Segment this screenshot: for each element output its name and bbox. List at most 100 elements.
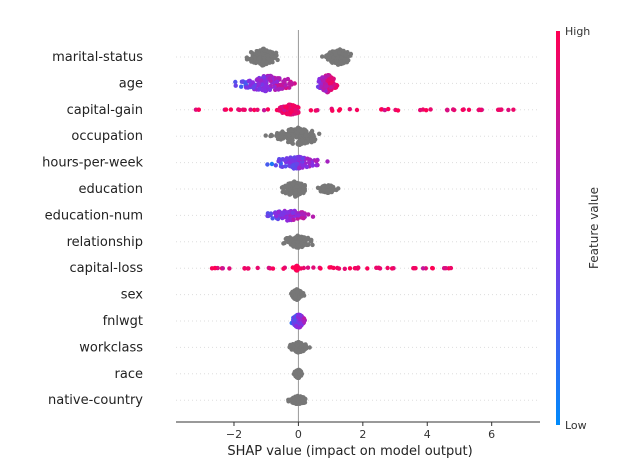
shap-point xyxy=(255,60,260,65)
shap-point xyxy=(356,265,361,270)
shap-point xyxy=(314,163,319,168)
shap-point xyxy=(266,265,271,271)
shap-point xyxy=(280,212,285,217)
shap-point xyxy=(389,266,395,271)
shap-point xyxy=(325,52,331,57)
shap-point xyxy=(336,108,342,113)
shap-point xyxy=(331,265,336,271)
shap-point xyxy=(338,55,344,60)
shap-point xyxy=(290,158,295,164)
data-points xyxy=(193,46,516,406)
shap-point xyxy=(273,50,279,55)
shap-point xyxy=(310,242,315,248)
shap-point xyxy=(248,83,253,88)
shap-point xyxy=(395,108,401,113)
shap-point xyxy=(227,266,232,271)
shap-point xyxy=(450,107,456,112)
shap-point xyxy=(269,53,274,58)
shap-point xyxy=(276,209,281,215)
shap-point xyxy=(281,188,286,193)
shap-point xyxy=(283,183,288,188)
shap-point xyxy=(256,81,262,87)
feature-label: sex xyxy=(121,288,144,303)
shap-point xyxy=(321,187,326,192)
shap-point xyxy=(316,79,321,84)
shap-point xyxy=(301,185,306,191)
shap-point xyxy=(291,134,296,139)
shap-point xyxy=(223,107,229,112)
shap-point xyxy=(242,107,247,113)
shap-point xyxy=(302,242,307,247)
shap-point xyxy=(285,111,291,117)
shap-point xyxy=(293,190,298,196)
shap-point xyxy=(348,51,354,57)
shap-point xyxy=(343,52,348,57)
shap-point xyxy=(293,235,298,241)
x-tick-label: 4 xyxy=(424,428,431,441)
feature-label: age xyxy=(119,76,143,91)
feature-label: native-country xyxy=(48,393,143,408)
shap-point xyxy=(282,157,288,163)
shap-point xyxy=(273,55,278,60)
shap-point xyxy=(337,50,342,55)
shap-point xyxy=(330,108,335,113)
shap-point xyxy=(280,129,285,134)
shap-point xyxy=(305,265,311,270)
shap-point xyxy=(320,54,325,59)
shap-point xyxy=(296,243,301,248)
shap-point xyxy=(244,55,250,60)
x-tick-label: −2 xyxy=(226,428,242,441)
shap-point xyxy=(300,156,305,161)
shap-point xyxy=(290,265,295,270)
shap-point xyxy=(251,85,256,90)
shap-point xyxy=(325,188,330,193)
shap-point xyxy=(269,161,275,167)
shap-point xyxy=(306,242,311,247)
shap-point xyxy=(285,76,291,82)
shap-point xyxy=(296,213,301,218)
shap-point xyxy=(296,156,302,161)
shap-point xyxy=(239,79,245,84)
x-tick-label: 6 xyxy=(488,428,495,441)
shap-point xyxy=(385,265,390,271)
shap-point xyxy=(242,266,247,271)
shap-point xyxy=(220,266,225,271)
shap-point xyxy=(352,266,358,271)
shap-point xyxy=(325,159,330,164)
shap-point xyxy=(297,236,302,241)
shap-point xyxy=(299,215,304,220)
shap-point xyxy=(283,83,288,88)
shap-point xyxy=(342,266,347,271)
shap-point xyxy=(270,266,276,271)
shap-point xyxy=(300,395,305,400)
shap-point xyxy=(301,163,306,168)
shap-point xyxy=(313,108,318,113)
shap-point xyxy=(310,133,316,138)
shap-point xyxy=(243,85,249,90)
shap-point xyxy=(329,80,334,85)
feature-label: relationship xyxy=(67,235,143,250)
shap-point xyxy=(265,162,270,167)
shap-point xyxy=(303,346,308,352)
shap-point xyxy=(329,76,335,81)
shap-point xyxy=(298,266,304,271)
shap-point xyxy=(294,267,299,273)
shap-point xyxy=(294,289,300,294)
shap-point xyxy=(511,107,516,112)
shap-point xyxy=(386,106,391,112)
shap-point xyxy=(289,108,294,113)
shap-point xyxy=(298,134,304,139)
shap-point xyxy=(283,135,288,140)
shap-point xyxy=(294,323,299,329)
shap-point xyxy=(343,57,348,62)
shap-point xyxy=(245,266,250,271)
shap-point xyxy=(290,210,295,216)
shap-point xyxy=(272,210,278,216)
shap-point xyxy=(255,107,260,113)
shap-point xyxy=(297,165,302,171)
shap-point xyxy=(263,133,268,138)
shap-point xyxy=(379,107,384,112)
shap-point xyxy=(445,107,450,113)
shap-point xyxy=(284,210,289,215)
